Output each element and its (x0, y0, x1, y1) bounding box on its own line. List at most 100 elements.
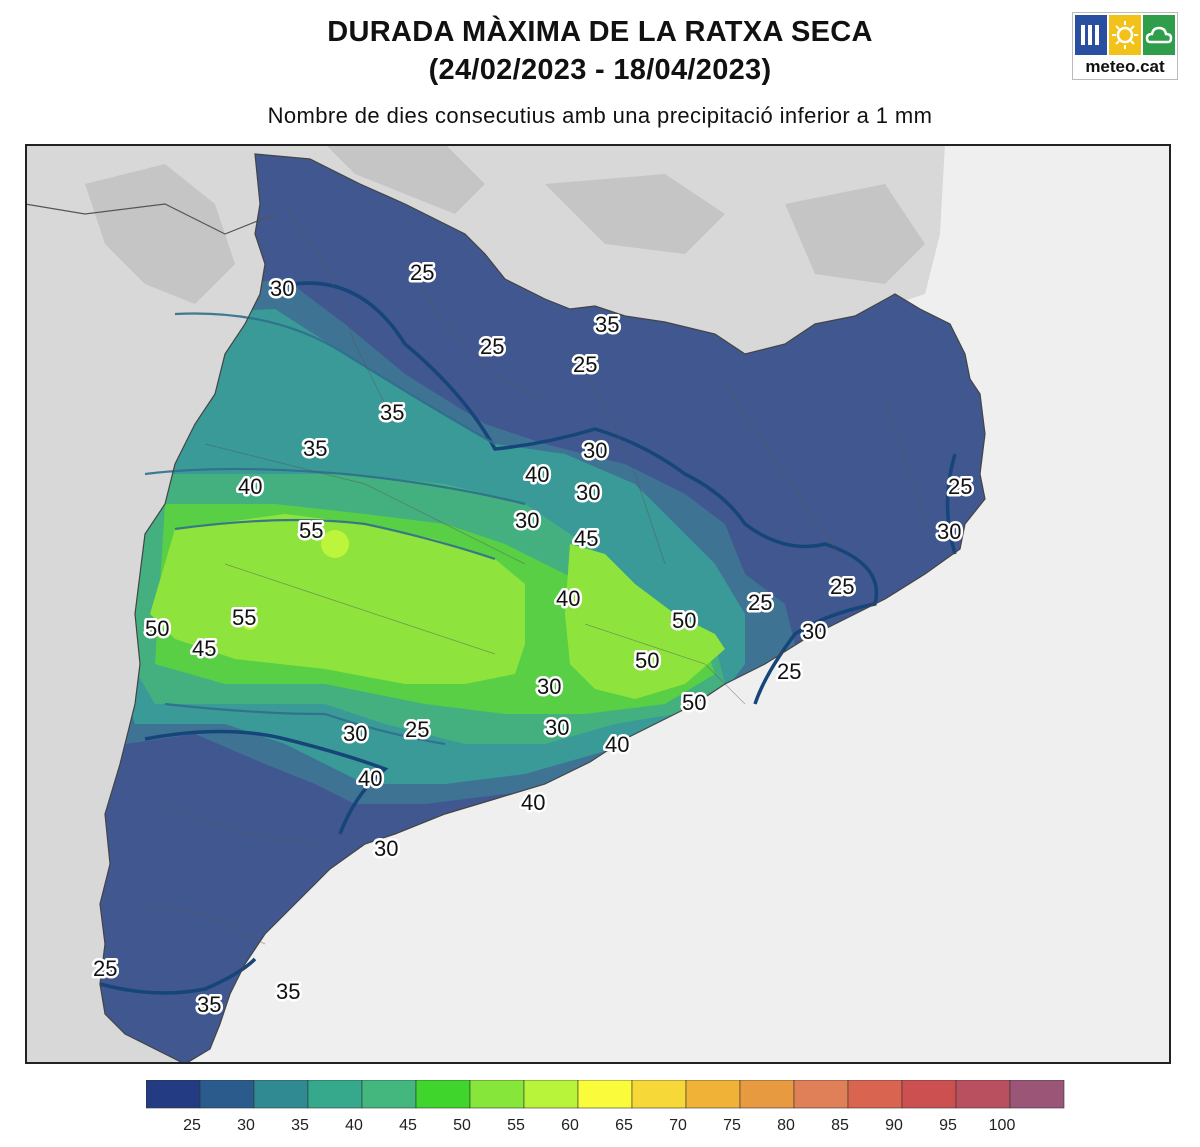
legend-swatch (253, 1080, 309, 1109)
contour-label: 40 (358, 766, 382, 791)
legend-tick-label: 30 (237, 1117, 255, 1134)
contour-label: 30 (343, 721, 367, 746)
contour-label: 25 (948, 474, 972, 499)
map-subtitle: Nombre de dies consecutius amb una preci… (267, 103, 933, 128)
contour-label: 25 (93, 956, 117, 981)
mountain-relief (85, 144, 925, 304)
map-frame (25, 144, 1171, 1064)
zone-55-a (321, 530, 349, 558)
contour-label: 35 (380, 400, 404, 425)
catalonia-outline (99, 153, 986, 1064)
legend-swatch (631, 1080, 687, 1109)
contour-30-north (174, 312, 496, 445)
legend-swatch (199, 1080, 255, 1109)
cloud-icon (1143, 15, 1175, 55)
legend-swatch (523, 1080, 579, 1109)
contour-label: 50 (682, 690, 706, 715)
map-period: (24/02/2023 - 18/04/2023) (428, 54, 772, 86)
legend-tick-label: 100 (989, 1117, 1016, 1134)
contour-label: 30 (545, 715, 569, 740)
contour-label: 30 (374, 836, 398, 861)
legend-tick-label: 70 (669, 1117, 687, 1134)
contour-lines (99, 281, 957, 995)
legend-swatch (901, 1080, 957, 1109)
contour-30-south (164, 702, 446, 746)
contour-label: 25 (777, 659, 801, 684)
legend-tick-label: 50 (453, 1117, 471, 1134)
legend-tick-label: 80 (777, 1117, 795, 1134)
legend-swatch (793, 1080, 849, 1109)
legend-tick-label: 45 (399, 1117, 417, 1134)
sun-icon (1109, 15, 1141, 55)
legend-tick-label: 65 (615, 1117, 633, 1134)
contour-25-north (269, 281, 879, 705)
legend-tick-label: 40 (345, 1117, 363, 1134)
legend-swatch (577, 1080, 633, 1109)
comarca-borders (134, 203, 926, 945)
legend-tick-label: 85 (831, 1117, 849, 1134)
contour-label: 30 (802, 619, 826, 644)
contour-label: 40 (238, 474, 262, 499)
contour-25-south (144, 729, 389, 835)
legend-swatches (146, 1080, 1065, 1109)
country-border (25, 203, 276, 235)
contour-label: 40 (605, 732, 629, 757)
contour-label: 25 (405, 717, 429, 742)
legend-swatch (361, 1080, 417, 1109)
legend-swatch (307, 1080, 363, 1109)
contour-label: 35 (303, 436, 327, 461)
legend-tick-label: 75 (723, 1117, 741, 1134)
legend-tick-label: 25 (183, 1117, 201, 1134)
contour-40 (144, 467, 526, 506)
legend-ticks: 25 30 35 40 45 50 55 60 65 70 75 80 85 90 95 100 (183, 1117, 1015, 1134)
contour-label: 35 (276, 979, 300, 1004)
map-title: DURADA MÀXIMA DE LA RATXA SECA (327, 16, 873, 48)
contour-label: 30 (583, 438, 607, 463)
contour-label: 30 (270, 276, 294, 301)
contour-25-coast (945, 453, 957, 555)
color-legend: 25 30 35 40 45 50 55 60 65 70 75 80 85 90 95 100 (146, 1080, 1065, 1134)
legend-tick-label: 95 (939, 1117, 957, 1134)
logo-text: meteo.cat (1085, 57, 1165, 76)
legend-swatch (847, 1080, 903, 1109)
contour-label: 25 (830, 574, 854, 599)
legend-swatch (1009, 1080, 1065, 1109)
contour-label: 55 (299, 518, 323, 543)
legend-swatch (469, 1080, 525, 1109)
contour-label: 35 (197, 992, 221, 1017)
contour-label: 25 (410, 260, 434, 285)
legend-tick-label: 55 (507, 1117, 525, 1134)
contour-label: 40 (525, 462, 549, 487)
contour-label: 25 (480, 334, 504, 359)
contour-label: 30 (937, 519, 961, 544)
meteocat-logo[interactable]: meteo.cat (1072, 12, 1178, 80)
legend-tick-label: 60 (561, 1117, 579, 1134)
contour-label: 55 (232, 605, 256, 630)
legend-swatch (955, 1080, 1011, 1109)
contour-label: 30 (537, 674, 561, 699)
contour-label: 40 (556, 586, 580, 611)
legend-swatch (415, 1080, 471, 1109)
contour-label: 45 (574, 526, 598, 551)
lines-icon (1075, 15, 1107, 55)
contour-label: 30 (576, 480, 600, 505)
contour-label: 45 (192, 636, 216, 661)
legend-tick-label: 35 (291, 1117, 309, 1134)
legend-tick-label: 90 (885, 1117, 903, 1134)
contour-label: 40 (521, 790, 545, 815)
contour-45 (174, 518, 496, 561)
zone-50-east (565, 544, 725, 699)
legend-swatch (685, 1080, 741, 1109)
contour-label: 25 (748, 590, 772, 615)
legend-swatch (146, 1080, 201, 1109)
contour-label: 30 (515, 508, 539, 533)
contour-lines-secondary (144, 312, 526, 746)
contour-label: 50 (635, 648, 659, 673)
zone-50-west (150, 514, 525, 684)
contour-label: 50 (145, 616, 169, 641)
zone-55-b (242, 614, 258, 630)
contour-label: 50 (672, 608, 696, 633)
contour-labels: 2530352525353540304030304555555045405050… (91, 258, 975, 1020)
dry-spell-map: 2530352525353540304030304555555045405050… (25, 144, 1171, 1064)
contour-label: 25 (573, 352, 597, 377)
